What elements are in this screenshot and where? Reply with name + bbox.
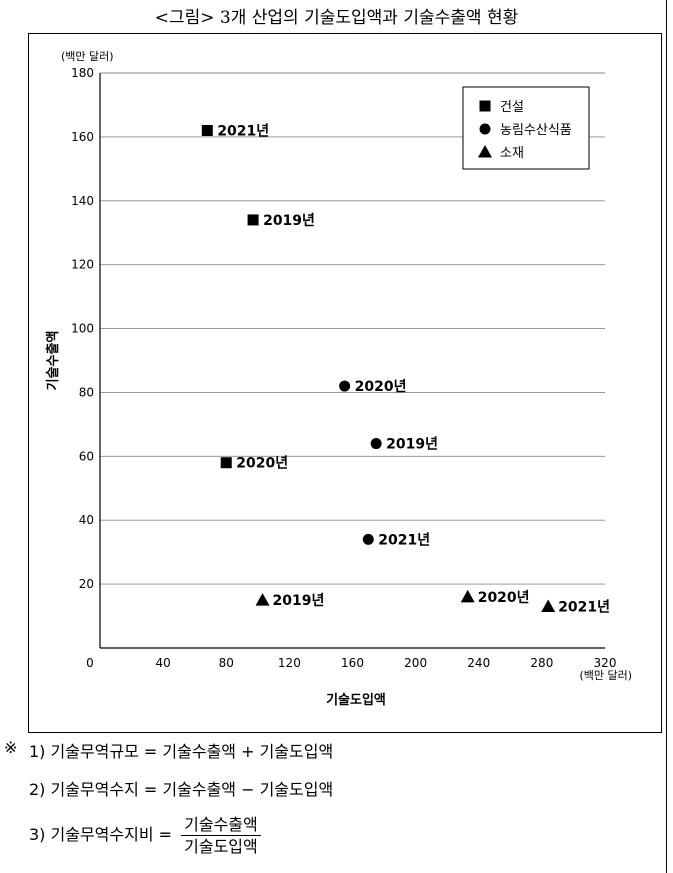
figure-title: <그림> 3개 산업의 기술도입액과 기술수출액 현황 (154, 8, 519, 28)
point-label: 2021년 (558, 599, 610, 615)
note-trade-size: 1) 기술무역규모 = 기술수출액 + 기술도입액 (29, 742, 334, 761)
ratio-fraction: 기술수출액 기술도입액 (181, 814, 261, 857)
x-axis-unit: (백만 달러) (579, 669, 632, 682)
square-marker-point (247, 214, 259, 226)
y-tick-label: 140 (71, 194, 94, 208)
point-label: 2019년 (273, 593, 325, 609)
point-label: 2019년 (386, 437, 438, 453)
y-tick-label: 180 (71, 66, 94, 80)
y-tick-label: 120 (71, 258, 94, 272)
y-tick-label: 40 (79, 513, 94, 527)
y-axis-title: 기술수출액 (45, 331, 61, 391)
triangle-marker-point (255, 593, 270, 606)
x-axis-title: 기술도입액 (326, 693, 386, 708)
x-tick-label: 240 (467, 656, 490, 670)
x-tick-label: 160 (341, 656, 364, 670)
scatter-chart: 20 40 60 80 100 120 140 160 180 0 40 80 120 160 200 240… (45, 50, 632, 708)
circle-marker-point (362, 533, 374, 545)
square-marker-point (201, 125, 213, 136)
ratio-numerator: 기술수출액 (181, 814, 261, 836)
point-label: 2020년 (236, 456, 288, 472)
note-ratio-prefix: 3) 기술무역수지비 = (29, 825, 173, 844)
note-trade-ratio: 3) 기술무역수지비 = 기술수출액 기술도입액 (29, 814, 261, 857)
x-tick-label: 200 (404, 656, 427, 670)
x-tick-label: 120 (278, 656, 301, 670)
x-tick-label: 0 (86, 656, 94, 670)
triangle-marker-point (460, 589, 475, 603)
notes-symbol: ※ (4, 738, 18, 757)
chart-frame (28, 33, 662, 733)
legend-label: 건설 (500, 100, 524, 115)
y-tick-label: 100 (71, 322, 94, 336)
legend-label: 농림수산식품 (500, 123, 572, 138)
y-tick-label: 20 (79, 577, 94, 591)
point-label: 2020년 (355, 379, 407, 395)
point-label: 2021년 (378, 532, 430, 548)
legend-triangle-icon (478, 145, 492, 158)
x-tick-label: 280 (530, 656, 553, 670)
ratio-denominator: 기술도입액 (184, 837, 258, 856)
square-marker-point (220, 457, 232, 469)
y-tick-label: 60 (79, 449, 94, 463)
y-tick-label: 80 (79, 385, 94, 399)
circle-marker-point (339, 380, 351, 392)
circle-marker-point (370, 438, 382, 450)
legend-label: 소재 (500, 146, 524, 161)
y-tick-label: 160 (71, 130, 94, 144)
point-label: 2020년 (478, 590, 530, 606)
triangle-marker-point (541, 599, 556, 612)
x-tick-label: 320 (594, 656, 617, 670)
note-trade-balance: 2) 기술무역수지 = 기술수출액 − 기술도입액 (29, 780, 334, 799)
x-tick-label: 80 (219, 656, 234, 670)
x-tick-label: 40 (155, 656, 170, 670)
y-axis-unit: (백만 달러) (61, 50, 114, 63)
legend-circle-icon (479, 123, 491, 135)
point-label: 2019년 (263, 213, 315, 229)
page-right-rule (666, 0, 667, 873)
legend-square-icon (479, 100, 491, 112)
point-label: 2021년 (217, 124, 269, 140)
